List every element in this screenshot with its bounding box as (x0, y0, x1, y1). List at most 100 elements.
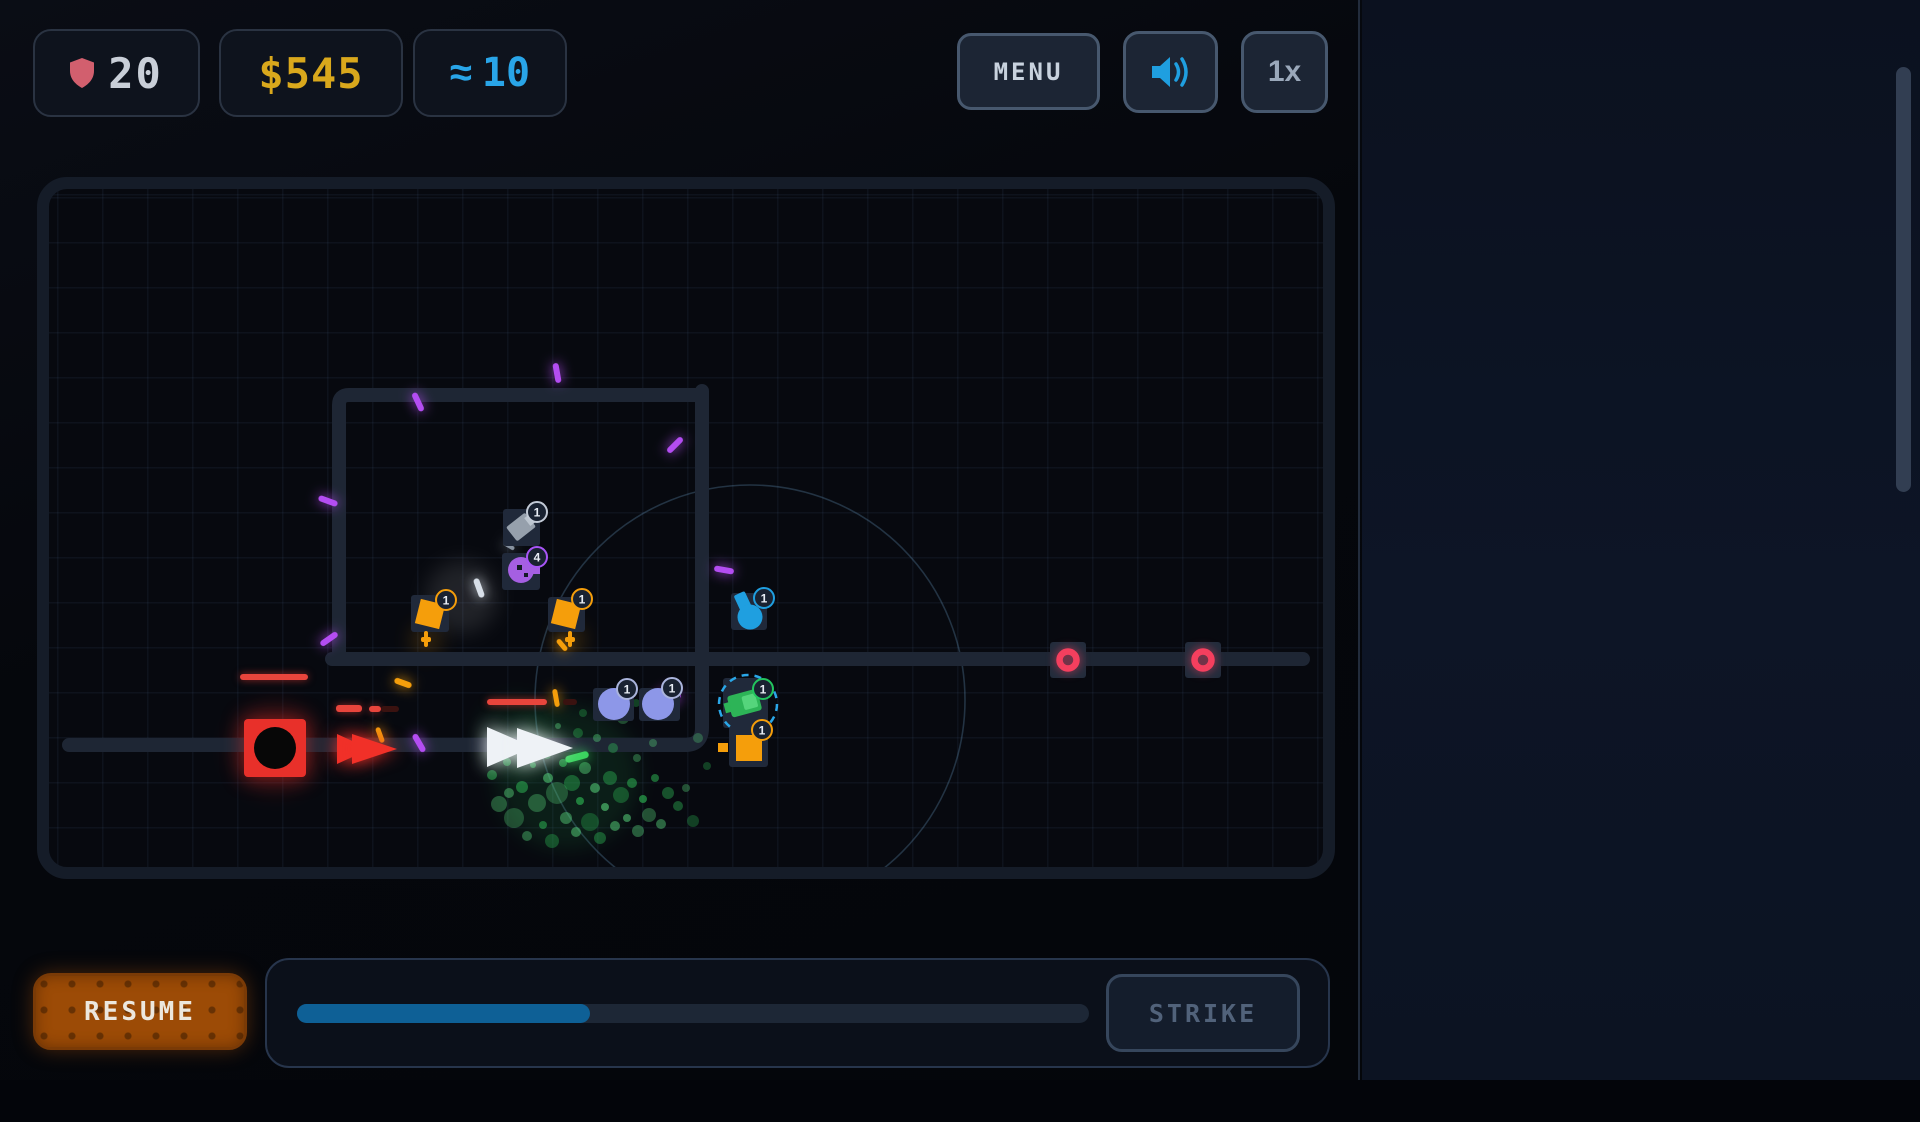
game-canvas: 1 4 1 1 1 1 1 1 1 (62, 363, 1310, 867)
svg-text:1: 1 (760, 683, 767, 697)
explosion-particle (610, 821, 620, 831)
explosion-particle (564, 775, 580, 791)
direction-arrow (352, 734, 397, 764)
projectile-dash (375, 727, 385, 743)
wave-progress-fill (297, 1004, 591, 1023)
explosion-particle (613, 787, 629, 803)
tower-lav-disc[interactable]: 1 (639, 677, 683, 721)
sidebar: Machine gun $75 Burst fire, medium range… (1362, 0, 1920, 1080)
explosion-particle (571, 827, 581, 837)
explosion-particle (627, 778, 637, 788)
svg-text:1: 1 (443, 594, 450, 608)
explosion-particle (682, 784, 690, 792)
svg-text:4: 4 (534, 551, 541, 565)
explosion-particle (703, 762, 711, 770)
game-grid[interactable]: 1 4 1 1 1 1 1 1 1 (37, 177, 1335, 879)
svg-text:1: 1 (534, 506, 541, 520)
tower-blue-pot[interactable]: 1 (728, 587, 775, 634)
laser-bar (487, 699, 547, 705)
explosion-particle (528, 794, 546, 812)
svg-text:1: 1 (624, 683, 631, 697)
direction-arrow (517, 728, 573, 768)
explosion-particle (594, 832, 606, 844)
sound-button[interactable] (1123, 31, 1218, 113)
tower-tank[interactable]: 1 (717, 673, 779, 735)
tower-orange-sq[interactable]: 1 (411, 589, 457, 647)
projectile-dash (318, 495, 338, 507)
explosion-particle (573, 728, 583, 738)
explosion-particle (603, 771, 617, 785)
projectile-dash (714, 565, 734, 575)
explosion-particle (491, 796, 507, 812)
explosion-particle (543, 773, 553, 783)
speaker-icon (1151, 57, 1188, 87)
svg-text:1: 1 (761, 592, 768, 606)
tower-purple-disc[interactable]: 4 (502, 546, 548, 590)
projectile-dash (556, 639, 568, 651)
explosion-particle (590, 783, 600, 793)
projectile-dash (412, 392, 424, 412)
explosion-particle (560, 812, 572, 824)
explosion-particle (632, 825, 644, 837)
sidebar-scrollbar[interactable] (1896, 67, 1911, 492)
explosion-particle (503, 758, 511, 766)
projectile-dash (552, 363, 562, 383)
svg-text:1: 1 (669, 682, 676, 696)
explosion-particle (579, 709, 587, 717)
lives-chip: 20 (33, 29, 200, 117)
wave-control-panel: STRIKE (265, 958, 1330, 1068)
resume-button[interactable]: RESUME (33, 973, 247, 1050)
track-wall (332, 388, 709, 666)
tower-orange-sq[interactable]: 1 (548, 588, 593, 647)
money-value: $545 (258, 48, 364, 98)
explosion-particle (639, 795, 647, 803)
explosion-particle (522, 831, 532, 841)
explosion-particle (656, 819, 666, 829)
explosion-particle (504, 808, 524, 828)
explosion-particle (633, 754, 641, 762)
svg-text:1: 1 (759, 724, 766, 738)
wave-value: 10 (481, 50, 531, 96)
lives-value: 20 (108, 48, 163, 98)
explosion-particle (579, 762, 591, 774)
enemy-marker[interactable] (1185, 642, 1221, 678)
explosion-particle (487, 770, 497, 780)
direction-arrow (487, 727, 533, 767)
explosion-particle (555, 723, 561, 729)
money-chip: $545 (219, 29, 403, 117)
projectile-dash (394, 677, 412, 689)
speed-button[interactable]: 1x (1241, 31, 1328, 113)
explosion-particle (593, 734, 601, 742)
explosion-particle (559, 759, 567, 767)
explosion-particle (601, 803, 609, 811)
laser-bar (336, 705, 362, 712)
laser-bar (240, 674, 308, 680)
wave-progress-track (297, 1004, 1089, 1023)
explosion-particle (673, 801, 683, 811)
explosion-particle (662, 787, 674, 799)
tower-lav-disc[interactable]: 1 (593, 678, 638, 721)
explosion-particle (546, 782, 568, 804)
projectile-dash (552, 689, 560, 707)
game-screen: { "hud": { "lives": "20", "money": "$545… (0, 0, 1920, 1080)
explosion-particle (693, 733, 703, 743)
explosion-particle (649, 739, 657, 747)
enemy-marker[interactable] (1050, 642, 1086, 678)
explosion-particle (623, 814, 631, 822)
shield-icon (70, 58, 95, 88)
explosion-particle (687, 815, 699, 827)
tower-gray-gun[interactable]: 1 (503, 501, 548, 546)
explosion-particle (651, 774, 659, 782)
explosion-particle (642, 808, 656, 822)
strike-button[interactable]: STRIKE (1106, 974, 1300, 1052)
menu-button[interactable]: MENU (957, 33, 1100, 110)
projectile-dash (667, 437, 683, 453)
laser-bar (563, 699, 577, 705)
explosion-particle (516, 781, 528, 793)
red-cannon (244, 719, 306, 777)
explosion-particle (530, 762, 536, 768)
explosion-particle (576, 797, 584, 805)
projectile-dash (412, 733, 426, 753)
tower-orange-sq2[interactable]: 1 (718, 719, 773, 767)
sidebar-divider (1358, 0, 1360, 1080)
